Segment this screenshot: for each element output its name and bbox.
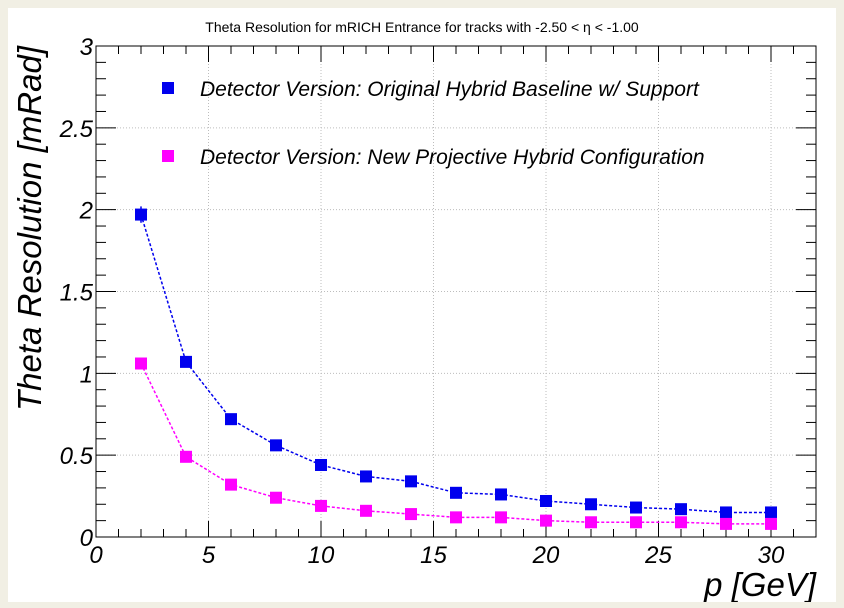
data-point [405,475,417,488]
y-tick-label: 1 [80,361,93,388]
grid-layer [95,45,816,538]
x-tick-label: 10 [308,542,335,569]
series-layer [135,206,777,530]
data-point [270,439,282,452]
data-point [585,498,597,511]
data-point [225,478,237,491]
data-point [225,413,237,426]
data-point [180,450,192,463]
data-point [675,503,687,516]
legend-marker [162,150,174,162]
data-point [540,514,552,527]
y-tick-label: 2 [79,198,93,225]
data-point [765,506,777,519]
y-tick-label: 2.5 [59,116,94,143]
data-point [315,458,327,471]
data-point [450,511,462,524]
data-point [585,516,597,529]
data-point [495,488,507,501]
data-point [720,506,732,519]
x-tick-label: 30 [758,542,785,569]
data-point [630,501,642,514]
chart-svg: Theta Resolution for mRICH Entrance for … [11,19,817,603]
data-point [180,355,192,368]
data-point [360,504,372,517]
series-1 [135,206,777,519]
y-tick-label: 0.5 [60,443,94,470]
axes-layer: 0 5 10 15 20 25 30 0 0.5 1 1.5 2 2.5 3 [59,34,817,569]
x-tick-label: 15 [420,542,447,569]
data-point [135,357,147,370]
data-point [765,517,777,530]
x-axis-title: p [GeV] [703,566,817,602]
data-point [405,508,417,521]
y-tick-label: 0 [80,525,94,552]
series-line [140,363,771,525]
chart-canvas: Theta Resolution for mRICH Entrance for … [8,8,836,603]
data-point [630,516,642,529]
data-point [135,208,147,221]
data-point [495,511,507,524]
data-point [315,499,327,512]
legend-label: Detector Version: New Projective Hybrid … [200,146,705,169]
x-tick-label: 0 [89,542,103,569]
data-point [270,491,282,504]
series-line [140,214,771,514]
x-tick-label: 20 [532,542,560,569]
series-2 [135,357,777,530]
x-tick-label: 5 [202,542,216,569]
data-point [540,494,552,507]
data-point [720,517,732,530]
y-axis-title: Theta Resolution [mRad] [11,45,48,411]
y-tick-label: 1.5 [60,280,94,307]
legend-marker [162,82,174,94]
y-tick-label: 3 [80,34,94,61]
legend: Detector Version: Original Hybrid Baseli… [162,78,705,169]
chart-title: Theta Resolution for mRICH Entrance for … [205,19,639,35]
data-point [450,486,462,499]
data-point [360,470,372,483]
data-point [675,516,687,529]
x-tick-label: 25 [644,542,672,569]
legend-label: Detector Version: Original Hybrid Baseli… [200,78,700,101]
